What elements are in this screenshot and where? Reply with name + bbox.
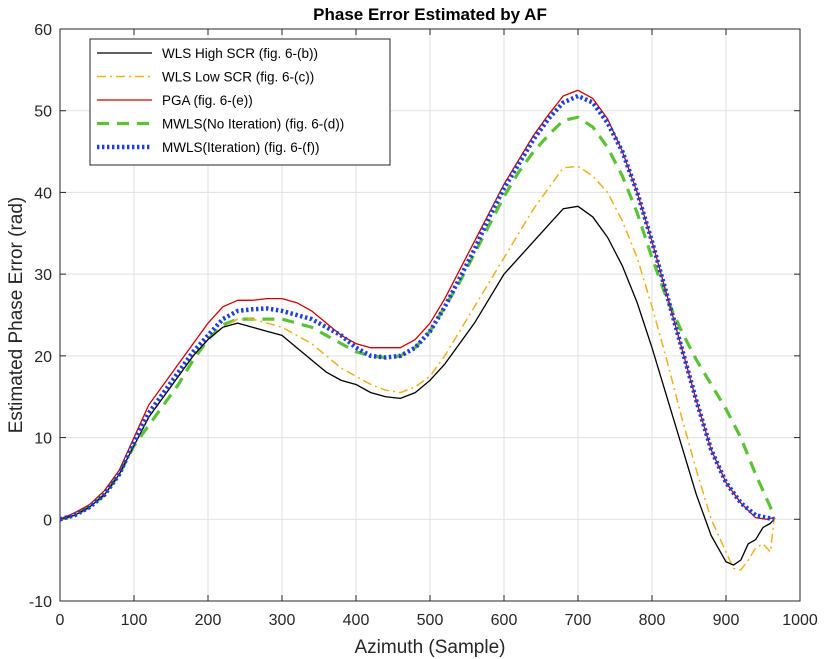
axis-ticks: 0 100 200 300 400 500 600 700 800 900 1000-1001020… [29,22,818,629]
series-line-3 [59,115,776,521]
legend-label-2: PGA (fig. 6-(e)) [162,93,253,108]
x-tick-label: 500 [417,612,444,629]
y-tick-label: 30 [34,267,52,284]
y-tick-label: 10 [34,431,52,448]
legend-label-1: WLS Low SCR (fig. 6-(c)) [162,70,314,85]
y-tick-label: 20 [34,349,52,366]
legend-box [89,38,391,166]
series-line-0 [59,205,775,566]
legend-label-0: WLS High SCR (fig. 6-(b)) [162,46,318,61]
series-line-4 [59,93,775,522]
x-tick-label: 300 [269,612,296,629]
chart-title: Phase Error Estimated by AF [313,5,547,24]
x-tick-label: 600 [491,612,518,629]
y-tick-label: 50 [34,104,52,121]
x-tick-label: 1000 [782,612,818,629]
y-axis-title: Estimated Phase Error (rad) [6,197,27,434]
x-tick-label: 400 [343,612,370,629]
series-line-1 [59,165,775,571]
y-tick-label: 0 [43,512,52,529]
x-tick-label: 700 [565,612,592,629]
series-layer [59,89,776,571]
x-axis-title: Azimuth (Sample) [355,637,506,658]
x-tick-label: 200 [195,612,222,629]
x-tick-label: 800 [639,612,666,629]
y-tick-label: -10 [29,594,52,611]
legend-label-3: MWLS(No Iteration) (fig. 6-(d)) [162,117,344,132]
legend-label-4: MWLS(Iteration) (fig. 6-(f)) [162,140,320,155]
x-tick-label: 900 [713,612,740,629]
y-tick-label: 40 [34,185,52,202]
x-tick-label: 0 [56,612,65,629]
legend: WLS High SCR (fig. 6-(b)) WLS Low SCR (fi… [89,38,391,166]
y-tick-label: 60 [34,22,52,39]
x-tick-label: 100 [121,612,148,629]
